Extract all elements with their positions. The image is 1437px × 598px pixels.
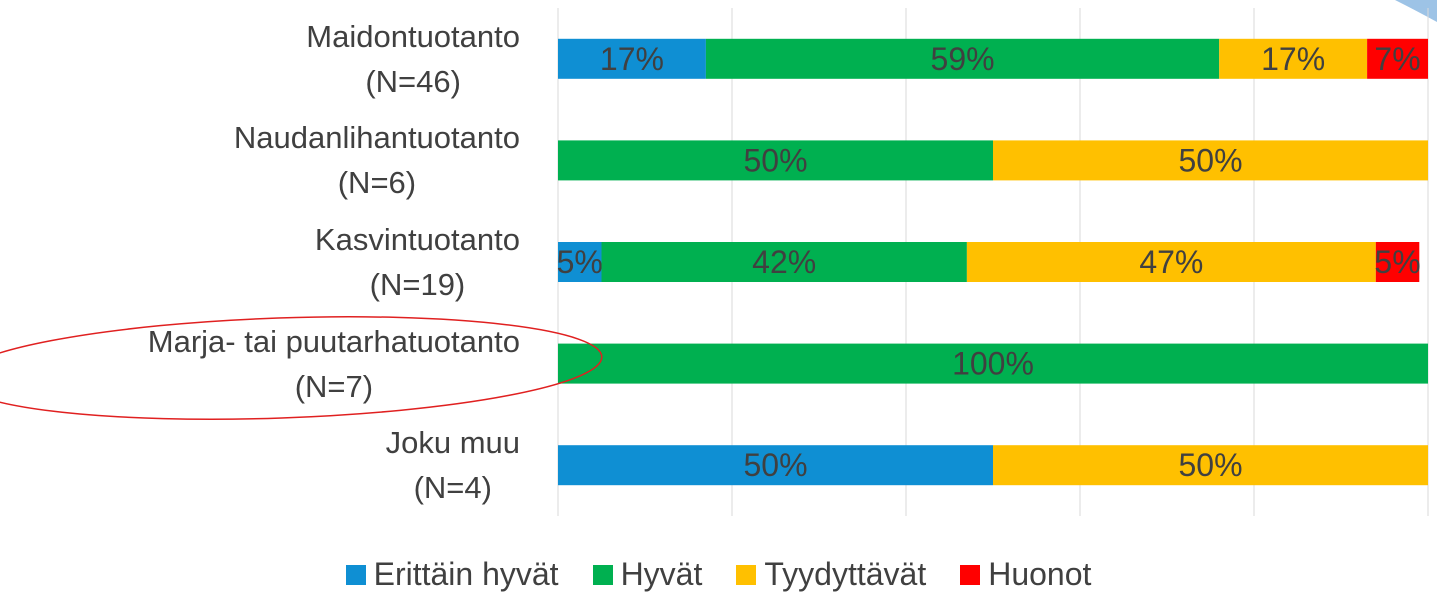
data-label: 50% [1178,142,1242,178]
legend: Erittäin hyvät Hyvät Tyydyttävät Huonot [0,556,1437,593]
category-label: Joku muu (N=4) [385,425,520,506]
data-label: 50% [743,447,807,483]
category-label: Kasvintuotanto (N=19) [314,222,520,302]
bar-segment [993,445,1428,486]
legend-swatch [960,564,981,585]
legend-swatch [345,564,366,585]
legend-label: Tyydyttävät [764,556,927,592]
corner-decoration [1395,0,1437,22]
bar-segment [1219,38,1368,79]
data-label: 5% [1374,244,1420,280]
data-label: 50% [1178,447,1242,483]
bar-segment [558,445,993,486]
legend-swatch [592,564,613,585]
bar-segment [558,140,993,181]
data-label: 50% [743,142,807,178]
bar-segment [1375,242,1420,282]
data-label: 5% [557,244,603,280]
bar-segment [558,242,602,282]
data-label: 47% [1139,244,1203,280]
legend-swatch [736,564,757,585]
bar-segment [1367,38,1428,79]
data-label: 59% [931,41,995,77]
data-label: 100% [952,346,1034,382]
bar-segment [966,242,1376,282]
data-label: 42% [752,244,816,280]
data-label: 7% [1374,41,1420,77]
legend-item: Hyvät [592,556,703,593]
bar-segment [558,38,706,79]
data-label: 17% [600,41,664,77]
bar-segment [993,140,1428,181]
highlight-ellipse [0,316,603,420]
legend-item: Tyydyttävät [736,556,926,593]
legend-label: Hyvät [620,556,703,592]
category-label: Naudanlihantuotanto (N=6) [233,120,520,201]
legend-label: Erittäin hyvät [373,556,559,592]
legend-item: Erittäin hyvät [345,556,559,593]
bar-segment [601,242,967,282]
legend-label: Huonot [988,556,1092,592]
data-label: 17% [1261,41,1325,77]
legend-item: Huonot [960,556,1091,593]
category-label: Marja- tai puutarhatuotanto (N=7) [147,323,520,404]
category-label: Maidontuotanto (N=46) [306,18,520,99]
bar-segment [705,38,1220,79]
bar-segment [558,343,1428,384]
